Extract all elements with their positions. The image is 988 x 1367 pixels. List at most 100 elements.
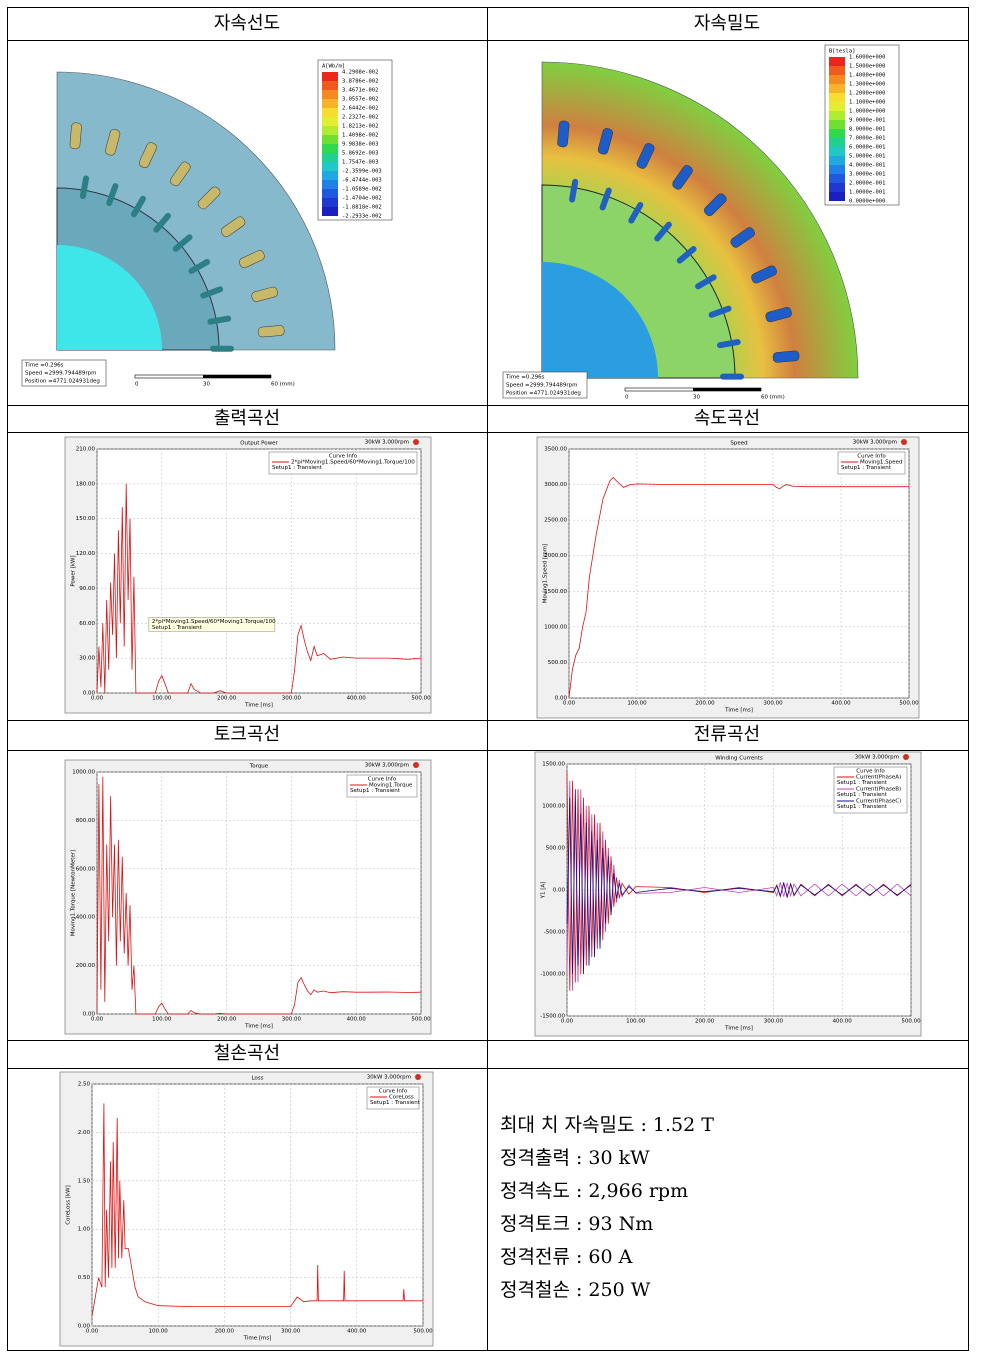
- x-tick-label: 200.00: [215, 1329, 235, 1335]
- scale-label: 0: [135, 382, 139, 388]
- legend-level: 2.6442e-002: [342, 106, 378, 112]
- legend-color: [322, 108, 338, 117]
- legend-entry: CoreLoss: [389, 1095, 414, 1101]
- legend-level: 7.0000e-001: [849, 136, 885, 142]
- series-line: [96, 776, 422, 1015]
- x-tick-label: 200.00: [217, 696, 237, 702]
- y-tick-label: 2000.00: [544, 553, 567, 559]
- legend-box: [366, 1086, 420, 1110]
- legend-color: [829, 84, 845, 93]
- series-line: [96, 483, 422, 694]
- series-line: [566, 772, 912, 991]
- legend-setup: Setup1 : Transient: [837, 792, 888, 798]
- plot-area: [96, 771, 422, 1015]
- chart-title: Torque: [249, 764, 269, 770]
- info-line: Speed =2999.794489rpm: [506, 383, 577, 389]
- legend-color: [829, 120, 845, 129]
- legend-box: [837, 451, 906, 475]
- x-tick-label: 300.00: [282, 696, 302, 702]
- rotor-bar: [599, 187, 612, 211]
- series-line: [91, 1103, 423, 1317]
- legend-level: 5.8692e-003: [342, 151, 378, 157]
- legend-setup: Setup1 : Transient: [370, 1100, 421, 1106]
- stator-slot: [672, 165, 693, 190]
- legend-setup: Setup1 : Transient: [841, 465, 892, 471]
- legend-level: 3.0557e-002: [342, 97, 378, 103]
- legend-color: [322, 72, 338, 81]
- info-line: Speed =2999.794489rpm: [25, 371, 96, 377]
- chart-title: Output Power: [240, 441, 278, 447]
- stator-slot: [257, 325, 285, 338]
- y-tick-label: -1500.00: [540, 1014, 565, 1020]
- rotor-bar: [153, 212, 171, 233]
- y-tick-label: 3000.00: [544, 482, 567, 488]
- y-tick-label: 1.00: [78, 1227, 91, 1233]
- rotor-bar: [200, 286, 224, 299]
- rotor-bar: [708, 305, 732, 318]
- y-tick-label: 30.00: [79, 656, 95, 662]
- y-tick-label: 1500.00: [544, 589, 567, 595]
- y-tick-label: 120.00: [76, 551, 96, 557]
- legend-title: Curve Info: [856, 769, 885, 775]
- y-tick-label: 600.00: [76, 866, 96, 872]
- legend-color: [829, 129, 845, 138]
- stator-slot: [197, 186, 221, 210]
- legend-color: [322, 189, 338, 198]
- stator-slot: [557, 120, 570, 148]
- legend-level: 1.6000e+000: [849, 55, 885, 61]
- y-tick-label: 400.00: [76, 915, 96, 921]
- x-tick-label: 100.00: [627, 701, 647, 707]
- legend-box: [833, 766, 908, 814]
- flux-density-plot: [541, 61, 859, 380]
- plot-area: [91, 1083, 424, 1327]
- x-tick-label: 400.00: [347, 696, 367, 702]
- plot-area: [568, 448, 910, 699]
- legend-color: [829, 165, 845, 174]
- legend-level: 0.0000e+000: [849, 199, 885, 205]
- x-tick-label: 500.00: [411, 1017, 431, 1023]
- legend-level: 4.2908e-002: [342, 70, 378, 76]
- cell-heading: 철손곡선: [214, 1043, 280, 1064]
- rotor-bar: [130, 195, 146, 218]
- y-tick-label: 500.00: [546, 846, 566, 852]
- y-axis-label: Y1 [A]: [541, 882, 547, 900]
- legend-level: 1.3000e+000: [849, 82, 885, 88]
- cell-heading: 출력곡선: [214, 408, 280, 429]
- legend-color: [829, 138, 845, 147]
- x-tick-label: 100.00: [152, 1017, 172, 1023]
- logo: [415, 1074, 421, 1080]
- y-axis-label: Moving1.Torque [NewtonMeter]: [71, 850, 77, 936]
- info-line: Position =4771.024931deg: [506, 391, 581, 397]
- annotation: 2*pi*Moving1.Speed/60*Moving1.Torque/100: [152, 619, 276, 625]
- y-tick-label: 0.00: [83, 691, 96, 697]
- legend-color: [829, 147, 845, 156]
- cell-heading: 토크곡선: [214, 724, 280, 745]
- chart-subtitle: 30kW 3,000rpm: [365, 440, 409, 446]
- series-line: [568, 476, 909, 699]
- legend-color: [322, 81, 338, 90]
- x-tick-label: 100.00: [149, 1329, 169, 1335]
- y-tick-label: 800.00: [76, 818, 96, 824]
- legend-level: 1.1000e+000: [849, 100, 885, 106]
- rotor-bar: [188, 258, 211, 274]
- legend-level: 1.0000e+000: [849, 109, 885, 115]
- x-tick-label: 400.00: [347, 1017, 367, 1023]
- legend-color: [829, 102, 845, 111]
- rotor-bar: [654, 221, 672, 242]
- x-tick-label: 300.00: [282, 1017, 302, 1023]
- legend-title: B[tesla]: [829, 49, 856, 55]
- legend-color: [322, 180, 338, 189]
- y-tick-label: 60.00: [79, 621, 95, 627]
- spec-line: 정격속도 : 2,966 rpm: [500, 1180, 688, 1202]
- legend-level: 3.8786e-002: [342, 79, 378, 85]
- y-tick-label: 2500.00: [544, 518, 567, 524]
- x-tick-label: 100.00: [626, 1019, 646, 1025]
- legend-color: [322, 162, 338, 171]
- legend-color: [829, 156, 845, 165]
- legend-color: [322, 99, 338, 108]
- y-tick-label: -500.00: [544, 930, 566, 936]
- legend-level: 8.0000e-001: [849, 127, 885, 133]
- legend-color: [322, 126, 338, 135]
- y-tick-label: 1000.00: [72, 770, 95, 776]
- chart-subtitle: 30kW 3,000rpm: [367, 1075, 411, 1081]
